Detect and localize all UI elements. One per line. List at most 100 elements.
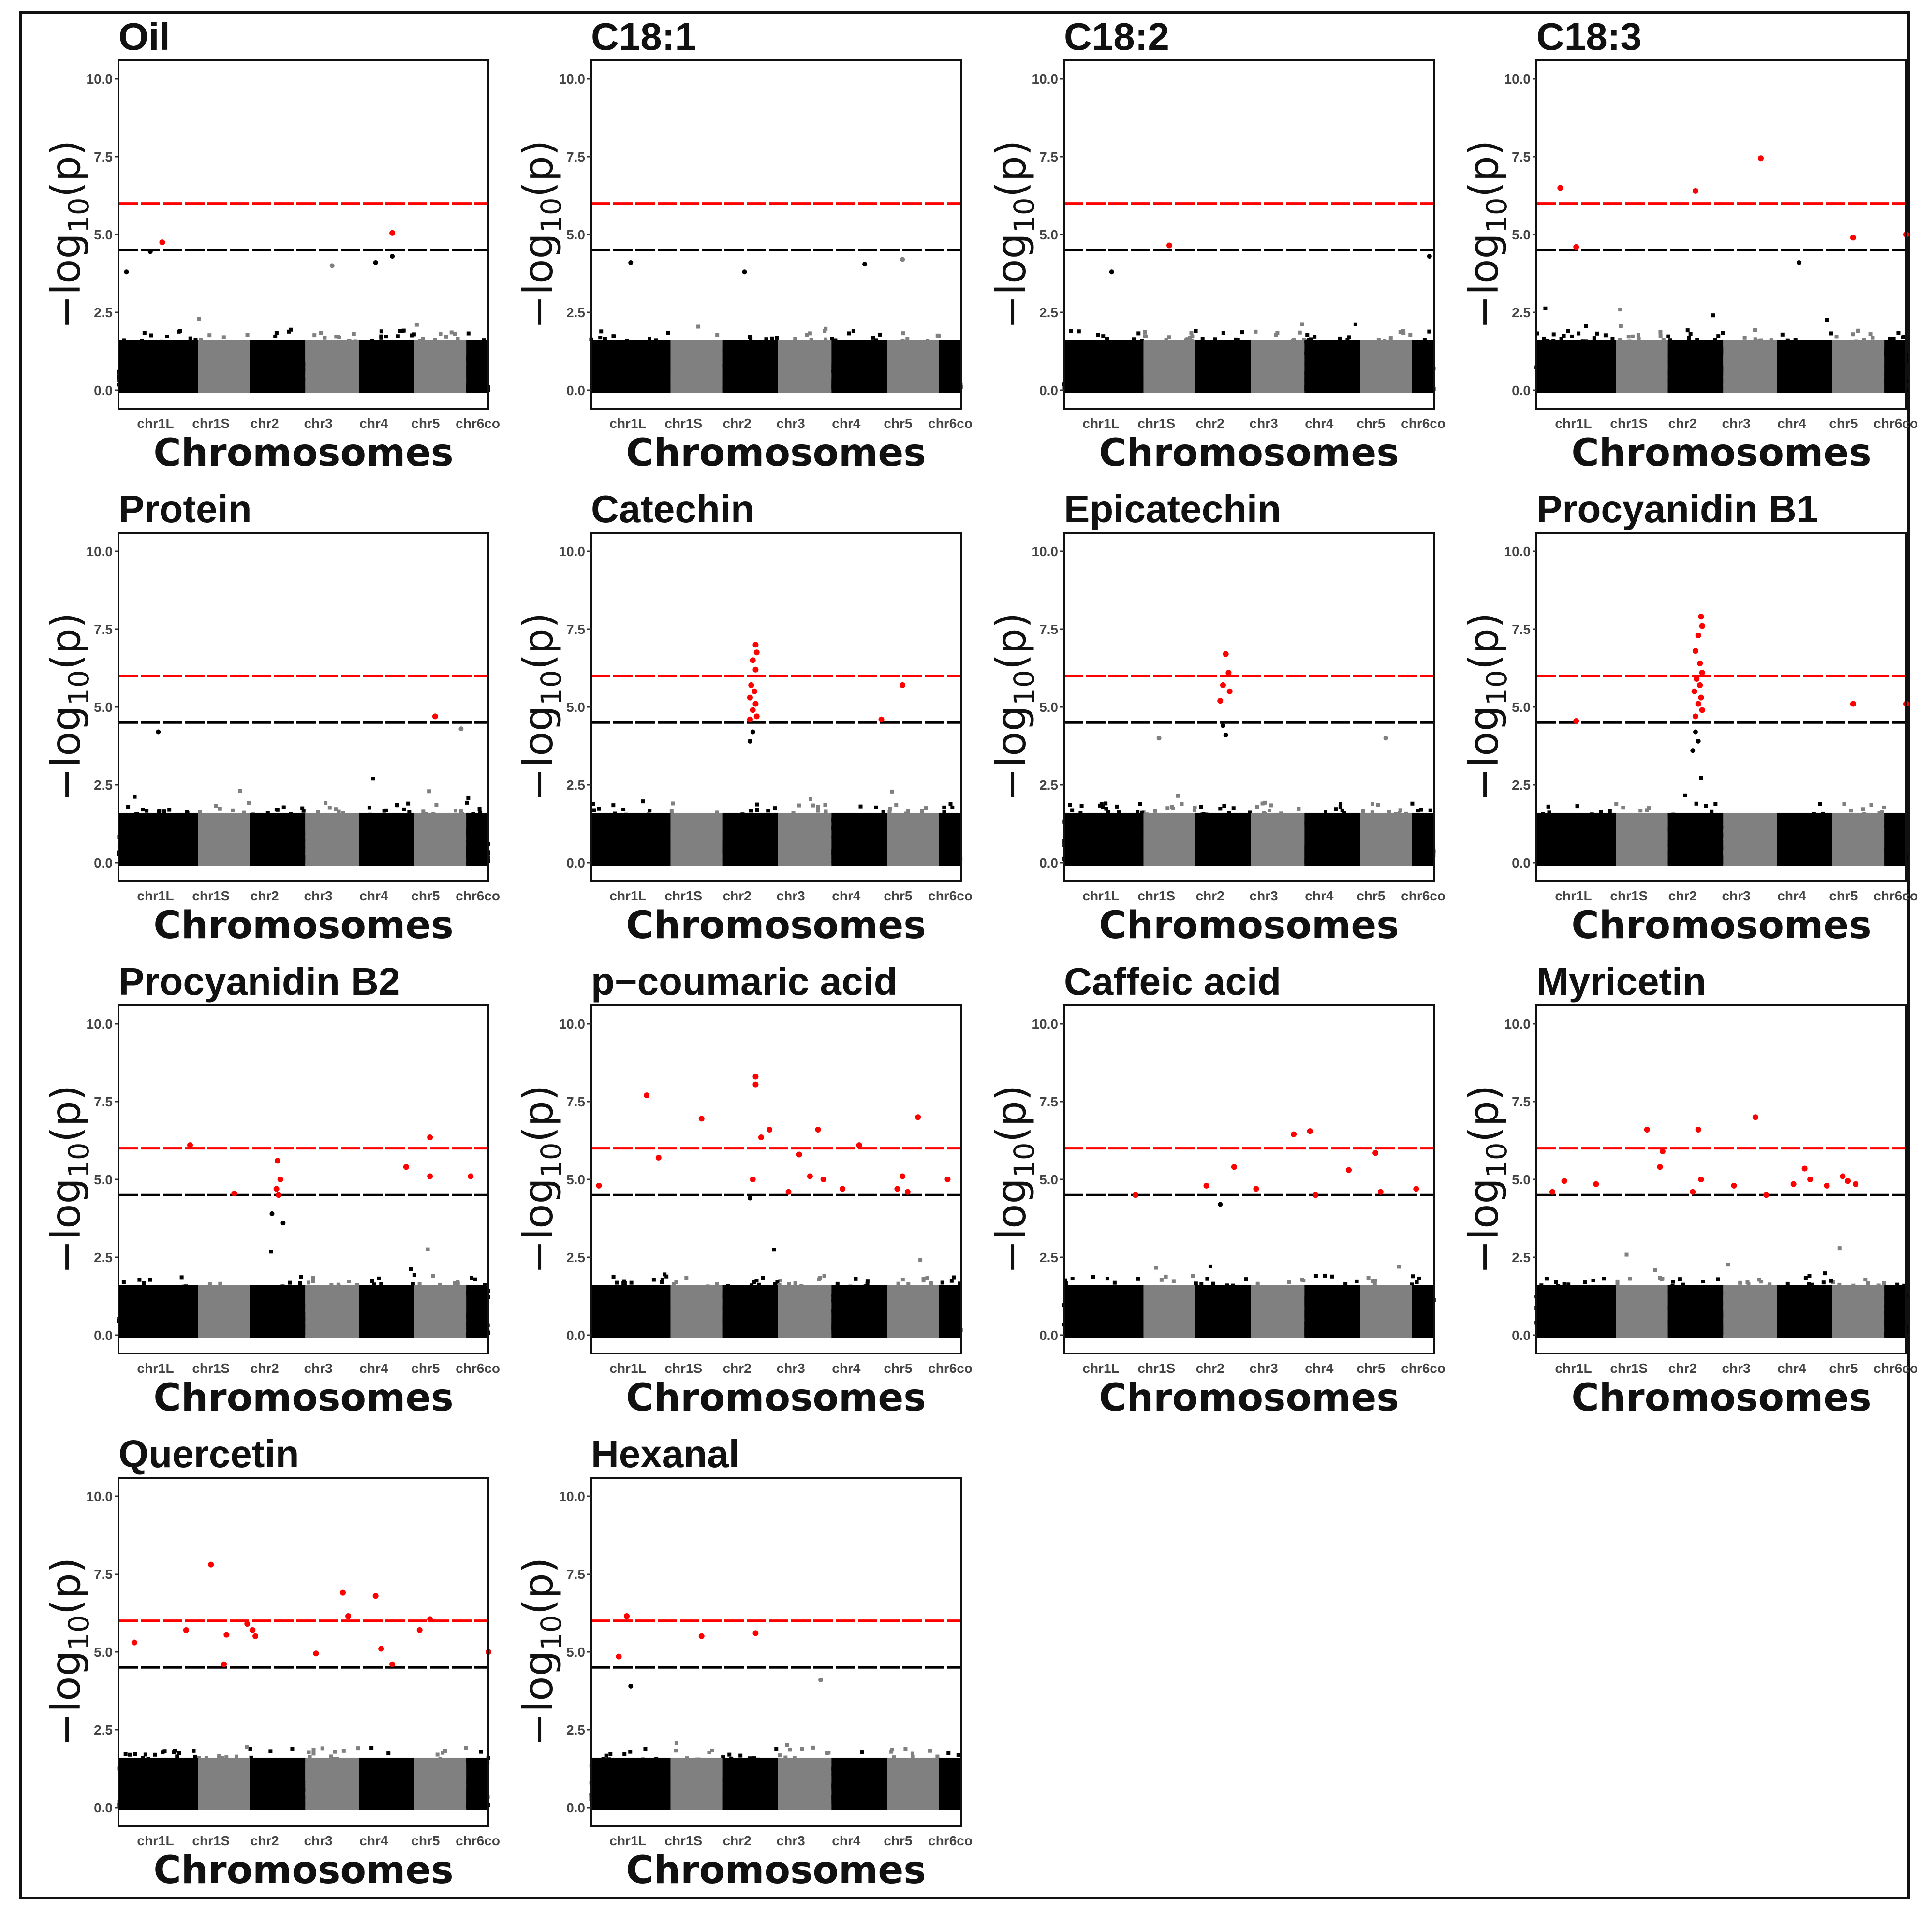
significant-snp-point	[785, 1189, 792, 1195]
x-tick-label: co	[1430, 888, 1445, 903]
panel-10: Caffeic acid 0.0 2.5 5.0 7.5 10.0 chr1L chr1S ch…	[988, 960, 1445, 1420]
density-band	[1251, 812, 1305, 866]
y-tick-label: 7.5	[1512, 1094, 1531, 1109]
y-tick-label: 10.0	[1504, 72, 1531, 87]
panel-title: C18:2	[1064, 15, 1169, 58]
significant-snp-point	[1824, 1182, 1830, 1189]
x-tick-label: chr2	[723, 1361, 752, 1376]
density-band	[1143, 1285, 1195, 1338]
significant-snp-point	[698, 1116, 705, 1122]
significant-snp-point	[1220, 682, 1226, 688]
density-band	[670, 1757, 723, 1810]
density-band	[118, 1757, 198, 1810]
y-tick-label: 0.0	[94, 1800, 113, 1815]
y-tick-label: 0.0	[94, 383, 113, 398]
panel-6: Epicatechin 0.0 2.5 5.0 7.5 10.0 chr1L chr1S chr…	[988, 487, 1445, 947]
x-tick-label: chr6	[1873, 1361, 1902, 1376]
y-tick-label: 10.0	[1032, 72, 1059, 87]
y-tick-label: 2.5	[1039, 305, 1058, 320]
significant-snp-point	[432, 713, 438, 720]
significant-snp-point	[752, 666, 759, 673]
x-tick-label: chr4	[832, 888, 861, 903]
x-tick-label: chr4	[1305, 888, 1334, 903]
significant-snp-point	[427, 1173, 433, 1179]
x-tick-label: chr2	[1668, 1361, 1697, 1376]
significant-snp-point	[1692, 648, 1698, 654]
significant-snp-point	[1377, 1189, 1384, 1195]
x-tick-label: chr4	[1777, 888, 1806, 903]
panel-title: Caffeic acid	[1064, 960, 1281, 1003]
x-axis-label: Chromosomes	[1099, 1376, 1399, 1420]
panel-title: Procyanidin B2	[118, 960, 400, 1003]
x-tick-label: co	[957, 1361, 973, 1376]
density-band	[1832, 340, 1885, 393]
y-axis-label: −log10(p)	[1460, 140, 1513, 329]
density-band	[305, 812, 359, 866]
density-band	[778, 1285, 832, 1338]
y-tick-label: 0.0	[1512, 1328, 1531, 1343]
x-tick-label: chr3	[304, 888, 333, 903]
density-band	[305, 1757, 359, 1810]
snp-point	[742, 269, 747, 275]
significant-snp-point	[1695, 632, 1701, 638]
x-tick-label: chr4	[359, 888, 388, 903]
density-band	[359, 340, 414, 393]
density-band	[1412, 1285, 1434, 1338]
significant-snp-point	[752, 1630, 759, 1636]
significant-snp-point	[944, 1177, 951, 1182]
significant-snp-point	[1413, 1186, 1419, 1192]
density-band	[250, 1285, 306, 1338]
snp-point	[628, 260, 634, 265]
significant-snp-point	[1561, 1178, 1567, 1184]
density-band	[1360, 812, 1412, 866]
x-tick-label: co	[1902, 888, 1918, 903]
significant-snp-point	[1699, 670, 1705, 676]
panel-1: C18:1 0.0 2.5 5.0 7.5 10.0 chr1L chr1S chr2 chr3 c…	[515, 15, 973, 475]
density-band	[939, 812, 961, 866]
x-tick-label: chr2	[251, 1361, 279, 1376]
y-tick-label: 2.5	[1512, 1250, 1531, 1265]
significant-snp-point	[767, 1126, 773, 1133]
significant-snp-point	[183, 1627, 189, 1633]
panel-title: Oil	[118, 15, 170, 58]
y-tick-label: 10.0	[87, 1016, 113, 1031]
density-band	[305, 340, 359, 393]
y-tick-label: 2.5	[94, 778, 113, 793]
x-tick-label: co	[1430, 1361, 1445, 1376]
y-axis-label: −log10(p)	[42, 1557, 95, 1746]
y-axis-label: −log10(p)	[1460, 1085, 1513, 1274]
density-band	[1360, 340, 1412, 393]
density-band	[1723, 1285, 1777, 1338]
y-tick-label: 5.0	[1039, 700, 1058, 715]
panel-title: Myricetin	[1536, 960, 1706, 1003]
density-band	[1412, 340, 1434, 393]
significant-snp-point	[372, 1593, 379, 1599]
y-axis-label: −log10(p)	[42, 612, 95, 801]
significant-snp-point	[758, 1134, 764, 1141]
y-axis-label: −log10(p)	[515, 140, 568, 329]
panel-13: Hexanal 0.0 2.5 5.0 7.5 10.0 chr1L chr1S chr2 chr…	[515, 1432, 973, 1892]
density-band	[250, 812, 306, 866]
significant-snp-point	[1698, 614, 1704, 620]
significant-snp-point	[1231, 1164, 1237, 1170]
x-tick-label: co	[484, 416, 500, 431]
x-tick-label: chr2	[1196, 1361, 1224, 1376]
significant-snp-point	[1225, 670, 1232, 676]
x-tick-label: chr1S	[192, 1361, 230, 1376]
panel-title: Hexanal	[591, 1432, 739, 1475]
panel-title: Procyanidin B1	[1536, 487, 1818, 530]
density-band	[1195, 1285, 1251, 1338]
y-axis-label: −log10(p)	[988, 140, 1041, 329]
significant-snp-point	[1549, 1189, 1555, 1195]
density-band	[1304, 812, 1360, 866]
density-band	[1304, 340, 1360, 393]
density-band	[1195, 340, 1251, 393]
x-tick-label: chr1S	[192, 416, 230, 431]
density-band	[198, 1757, 250, 1810]
y-tick-label: 10.0	[559, 544, 586, 559]
significant-snp-point	[231, 1190, 237, 1196]
y-tick-label: 2.5	[94, 305, 113, 320]
y-tick-label: 0.0	[566, 383, 585, 398]
x-tick-label: co	[957, 888, 973, 903]
significant-snp-point	[1291, 1131, 1297, 1137]
